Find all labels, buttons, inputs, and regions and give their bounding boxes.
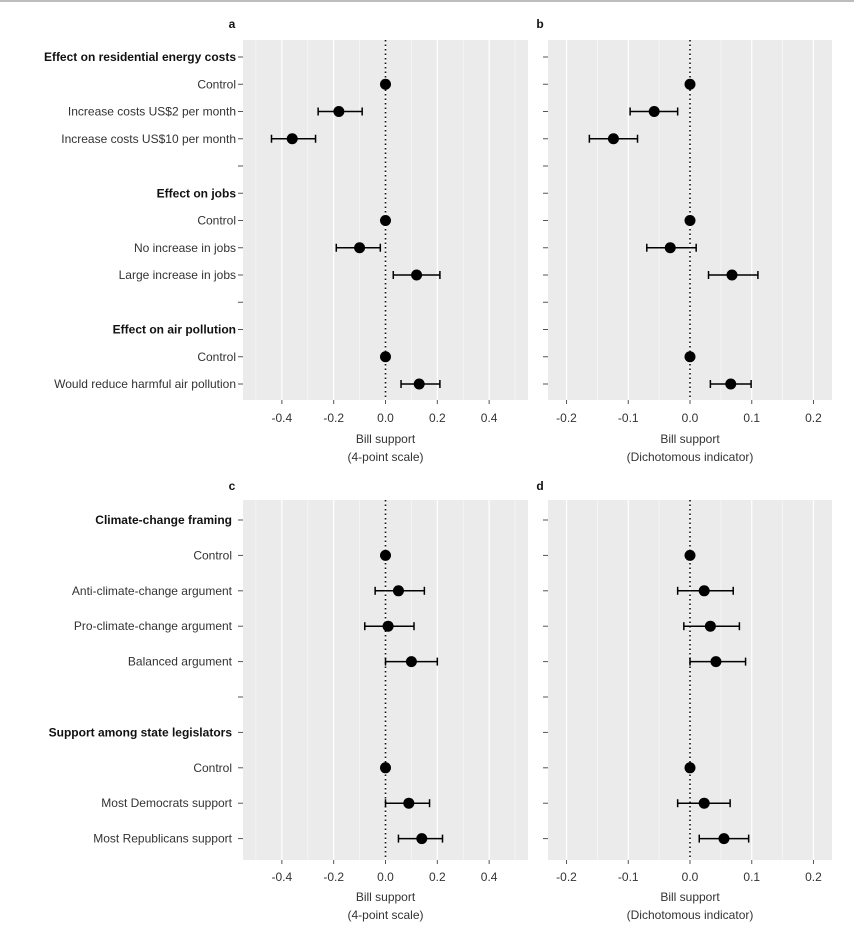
x-axis-label: Bill support [356,890,416,904]
x-tick-label: 0.4 [481,870,498,884]
point-estimate [411,269,423,281]
row-label: Would reduce harmful air pollution [54,377,236,391]
x-tick-label: -0.2 [323,870,344,884]
x-tick-label: 0.1 [743,870,760,884]
point-estimate [698,797,710,809]
x-tick-label: 0.0 [682,411,699,425]
point-estimate [726,269,738,281]
row-label: Most Republicans support [93,832,232,846]
point-estimate [718,833,730,845]
point-estimate [286,133,298,145]
point-estimate [684,78,696,90]
x-tick-label: -0.4 [272,870,293,884]
group-heading: Effect on jobs [157,186,237,200]
x-axis-sublabel: (Dichotomous indicator) [627,908,754,922]
group-heading: Climate-change framing [95,513,232,527]
x-axis-sublabel: (Dichotomous indicator) [627,450,754,464]
row-label: Control [197,77,236,91]
row-label: No increase in jobs [134,241,236,255]
row-label: Balanced argument [128,655,233,669]
x-tick-label: -0.2 [323,411,344,425]
panel-d: -0.2 -0.1 0.0 0.1 0.2 Bill support (Dichotomou… [536,479,832,922]
point-estimate [380,215,391,226]
x-tick-label: 0.2 [805,870,822,884]
row-label: Control [193,548,232,562]
panel-c: Climate-change framing Control Anti-climat… [49,479,528,922]
panel-label: b [536,17,543,31]
group-heading: Support among state legislators [49,725,233,739]
row-label: Most Democrats support [101,796,232,810]
x-tick-label: 0.4 [481,411,498,425]
point-estimate [684,351,696,363]
point-estimate [392,585,404,597]
row-label: Large increase in jobs [119,268,236,282]
panel-label: a [229,17,236,31]
point-estimate [380,78,391,90]
point-estimate [380,762,391,774]
point-estimate [380,549,391,561]
x-tick-label: 0.0 [377,411,394,425]
x-tick-label: 0.0 [682,870,699,884]
group-heading: Effect on air pollution [113,323,236,337]
row-label: Anti-climate-change argument [72,584,233,598]
x-tick-label: -0.1 [618,411,639,425]
point-estimate [725,378,737,390]
point-estimate [648,106,660,117]
point-estimate [403,797,415,809]
row-label: Control [197,214,236,228]
point-estimate [607,133,619,145]
point-estimate [416,833,428,845]
panel-b: -0.2 -0.1 0.0 0.1 0.2 Bill support (Dichotomou… [536,17,832,464]
point-estimate [405,656,417,668]
row-label: Pro-climate-change argument [74,619,233,633]
x-axis-label: Bill support [660,890,720,904]
point-estimate [664,242,676,254]
top-rule [0,0,854,2]
x-tick-label: 0.2 [805,411,822,425]
point-estimate [354,242,366,254]
point-estimate [710,656,722,668]
row-label: Control [193,761,232,775]
x-tick-label: -0.2 [556,411,577,425]
point-estimate [413,378,425,390]
x-tick-label: 0.2 [429,870,446,884]
point-estimate [333,106,345,117]
point-estimate [704,620,716,632]
x-axis-label: Bill support [356,432,416,446]
point-estimate [698,585,710,597]
point-estimate [380,351,391,363]
row-label: Increase costs US$2 per month [68,105,236,119]
x-axis-sublabel: (4-point scale) [347,450,423,464]
x-axis-label: Bill support [660,432,720,446]
row-label: Control [197,350,236,364]
x-tick-label: 0.1 [743,411,760,425]
panel-label: d [536,479,543,493]
x-tick-label: 0.0 [377,870,394,884]
x-tick-label: -0.2 [556,870,577,884]
panel-label: c [229,479,236,493]
point-estimate [684,215,696,226]
x-tick-label: 0.2 [429,411,446,425]
panel-a: Effect on residential energy costs Contro… [44,17,528,464]
row-label: Increase costs US$10 per month [61,132,236,146]
x-axis-sublabel: (4-point scale) [347,908,423,922]
point-estimate [684,549,696,561]
group-heading: Effect on residential energy costs [44,50,236,64]
x-tick-label: -0.1 [618,870,639,884]
point-estimate [382,620,394,632]
x-tick-label: -0.4 [272,411,293,425]
point-estimate [684,762,696,774]
